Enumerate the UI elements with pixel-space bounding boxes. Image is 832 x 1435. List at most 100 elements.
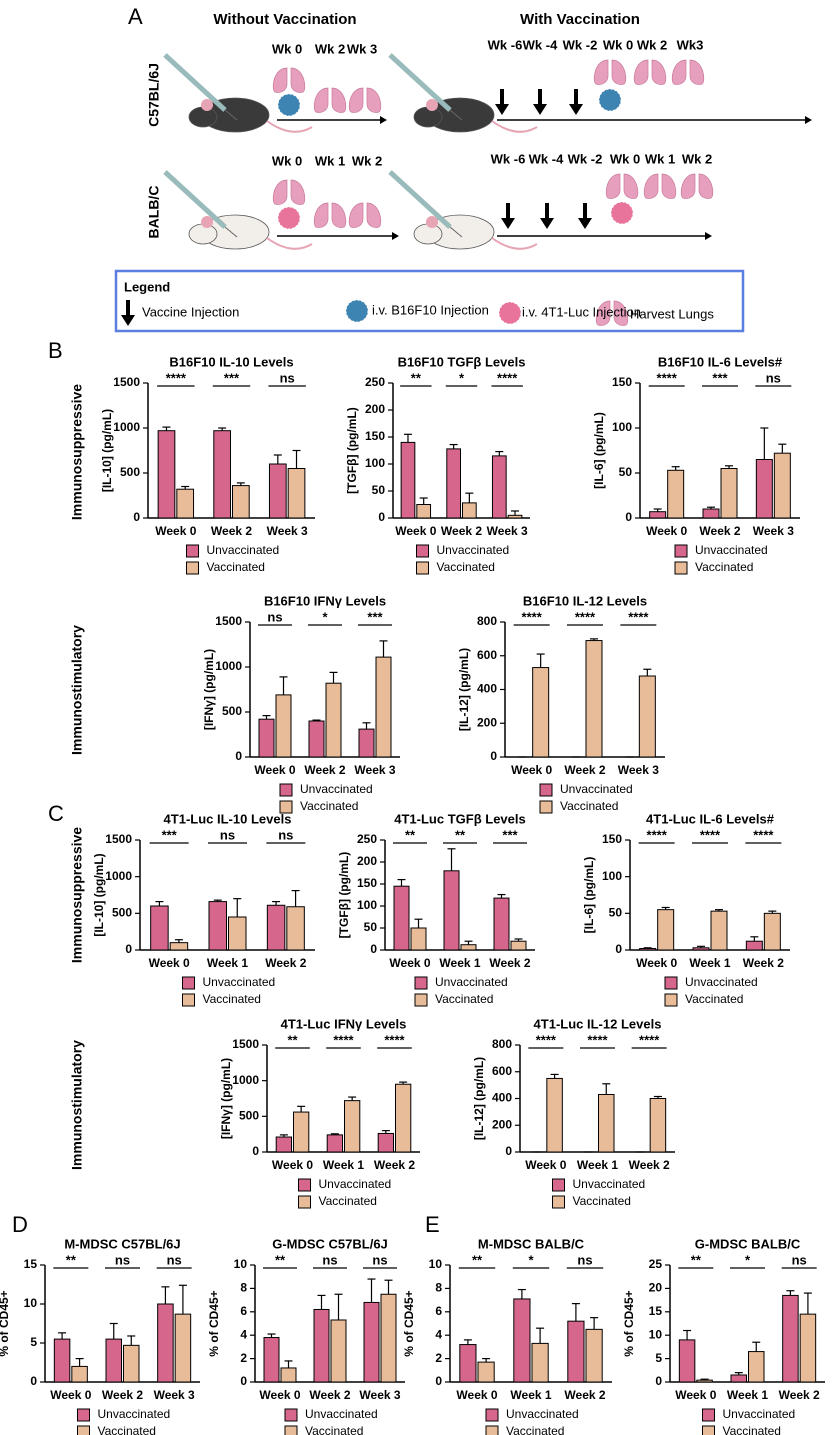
x-tick-label: Week 2 (629, 1158, 670, 1172)
y-tick-label: 8 (435, 1281, 442, 1295)
bar (730, 1374, 747, 1383)
bar (176, 488, 195, 519)
y-tick-label: 50 (619, 465, 633, 479)
y-tick-label: 0 (505, 1144, 512, 1158)
significance-label: ns (267, 609, 282, 624)
y-axis-label: % of CD45+ (0, 1290, 11, 1356)
vaccine-arrow-head (121, 315, 135, 326)
x-tick-label: Week 0 (259, 1388, 300, 1402)
lung-icon (366, 87, 382, 113)
bar (330, 1319, 347, 1383)
syringe (163, 53, 227, 112)
bar (326, 1134, 344, 1153)
y-tick-label: 15 (24, 1257, 38, 1271)
x-tick-label: Week 0 (272, 1158, 313, 1172)
y-tick-label: 6 (240, 1304, 247, 1318)
legend-box (114, 269, 745, 333)
bar (280, 1367, 297, 1383)
lung-icon (611, 59, 627, 85)
bar-chart: M-MDSC C57BL/6J % of CD45+ 0 5 10 15 Week 0 ** W… (0, 1236, 200, 1435)
y-tick-label: 5 (30, 1335, 37, 1349)
significance-label: **** (384, 1032, 405, 1047)
bar (667, 469, 685, 519)
bar (459, 1344, 477, 1383)
lung-icon (689, 59, 705, 85)
chart-title: G-MDSC BALB/C (695, 1236, 801, 1251)
x-tick-label: Week 2 (441, 524, 482, 538)
significance-label: ns (115, 1252, 130, 1267)
significance-label: **** (657, 370, 678, 385)
y-tick-label: 1500 (215, 614, 242, 628)
legend-label: Unvaccinated (300, 782, 373, 796)
bar (748, 1351, 765, 1383)
bar (157, 430, 176, 519)
y-tick-label: 100 (602, 869, 622, 883)
y-tick-label: 25 (649, 1257, 663, 1271)
lung-icon (593, 59, 609, 85)
lung-icon (331, 87, 347, 113)
chart-title: M-MDSC C57BL/6J (64, 1236, 180, 1251)
legend-label: Vaccinated (98, 1424, 156, 1435)
week-label: Wk3 (677, 37, 704, 52)
legend-swatch (416, 561, 429, 575)
y-tick-label: 20 (649, 1281, 663, 1295)
legend-item: i.v. 4T1-Luc Injection (522, 304, 641, 319)
bar (755, 459, 773, 519)
bar-chart: 4T1-Luc IL-12 Levels [IL-12] (pg/mL) 0 200 4… (472, 1016, 675, 1209)
x-tick-label: Week 2 (564, 763, 605, 777)
lung-icon (605, 173, 621, 199)
significance-label: * (322, 609, 328, 624)
y-tick-label: 10 (429, 1257, 443, 1271)
legend-swatch (414, 976, 428, 990)
bar (510, 940, 527, 951)
y-axis-label: [IL-10] (pg/mL) (92, 853, 106, 936)
significance-label: ns (577, 1252, 592, 1267)
bar (71, 1365, 88, 1383)
legend-label: Unvaccinated (435, 975, 508, 989)
significance-label: ** (472, 1252, 483, 1267)
legend-label: Unvaccinated (437, 543, 510, 557)
y-tick-label: 0 (625, 510, 632, 524)
lung-icon (680, 173, 696, 199)
significance-label: **** (333, 1032, 354, 1047)
bar (639, 948, 657, 951)
needle (224, 109, 238, 121)
bar (585, 640, 603, 758)
bar (763, 912, 781, 951)
bar (546, 1077, 563, 1153)
y-tick-label: 100 (357, 898, 377, 912)
bar (462, 502, 477, 519)
x-tick-label: Week 3 (487, 524, 528, 538)
bar (263, 1337, 280, 1383)
bar (275, 1136, 293, 1153)
bar (460, 944, 477, 951)
legend-swatch (182, 976, 195, 990)
x-tick-label: Week 0 (675, 1388, 716, 1402)
y-axis-label: [IL-12] (pg/mL) (472, 1057, 486, 1140)
x-tick-label: Week 3 (154, 1388, 195, 1402)
lung-icon (633, 59, 649, 85)
y-tick-label: 0 (435, 1374, 442, 1388)
lung-icon (643, 173, 659, 199)
bar (266, 904, 286, 951)
significance-label: ** (691, 1252, 702, 1267)
legend-label: Vaccinated (435, 992, 493, 1006)
week-label: Wk 1 (645, 151, 675, 166)
week-label: Wk -6 (488, 37, 523, 52)
bar (507, 514, 523, 519)
vaccine-arrow-head (533, 104, 547, 115)
y-tick-label: 15 (649, 1304, 663, 1318)
y-tick-label: 0 (252, 1144, 259, 1158)
bar (745, 940, 763, 951)
significance-label: ns (322, 1252, 337, 1267)
y-axis-label: [IFNγ] (pg/mL) (202, 649, 216, 730)
y-tick-label: 500 (112, 906, 132, 920)
x-tick-label: Week 3 (354, 763, 395, 777)
bar (169, 942, 189, 951)
row-label: Immunosuppressive (69, 827, 85, 963)
lung-icon (623, 173, 639, 199)
y-tick-label: 10 (234, 1257, 248, 1271)
significance-label: ns (167, 1252, 182, 1267)
lung-icon (671, 59, 687, 85)
x-tick-label: Week 2 (564, 1388, 605, 1402)
